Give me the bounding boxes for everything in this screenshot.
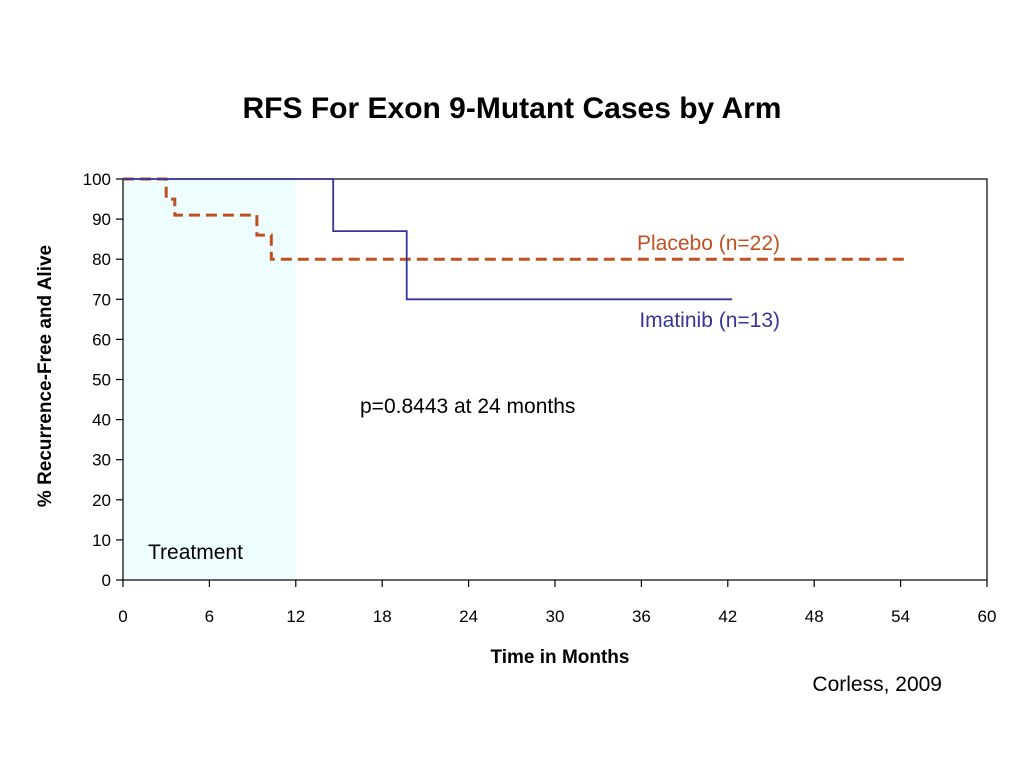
x-tick-label: 0 xyxy=(118,607,127,626)
x-axis-label: Time in Months xyxy=(491,647,630,668)
citation: Corless, 2009 xyxy=(812,673,942,696)
x-tick-label: 30 xyxy=(546,607,565,626)
x-tick-label: 12 xyxy=(286,607,305,626)
x-tick-label: 54 xyxy=(891,607,910,626)
treatment-region xyxy=(123,179,296,580)
x-tick-label: 48 xyxy=(805,607,824,626)
y-tick-label: 40 xyxy=(92,411,111,430)
x-tick-label: 60 xyxy=(978,607,997,626)
series-layer xyxy=(123,177,905,301)
y-axis-label: % Recurrence-Free and Alive xyxy=(35,245,56,507)
x-tick-label: 42 xyxy=(718,607,737,626)
chart-title: RFS For Exon 9-Mutant Cases by Arm xyxy=(243,92,782,125)
axis-ticks: 0 6 12 18 24 30 36 42 48 54 60 0 10 20 30 40 50 60 70 80 90 1… xyxy=(83,170,997,626)
y-tick-label: 100 xyxy=(83,170,111,189)
y-tick-label: 30 xyxy=(92,451,111,470)
treatment-label: Treatment xyxy=(148,541,243,564)
p-value-annotation: p=0.8443 at 24 months xyxy=(360,395,575,418)
y-tick-label: 90 xyxy=(92,210,111,229)
x-tick-label: 36 xyxy=(632,607,651,626)
y-tick-label: 0 xyxy=(102,571,111,590)
y-tick-label: 20 xyxy=(92,491,111,510)
series-label-imatinib: Imatinib (n=13) xyxy=(639,309,780,332)
y-tick-label: 70 xyxy=(92,290,111,309)
series-line-imatinib xyxy=(123,178,733,301)
x-tick-label: 24 xyxy=(459,607,478,626)
x-tick-label: 6 xyxy=(205,607,214,626)
y-tick-label: 50 xyxy=(92,371,111,390)
series-label-placebo: Placebo (n=22) xyxy=(637,232,780,255)
y-tick-label: 60 xyxy=(92,330,111,349)
y-tick-label: 10 xyxy=(92,531,111,550)
x-tick-label: 18 xyxy=(373,607,392,626)
series-line-placebo xyxy=(123,177,905,261)
y-tick-label: 80 xyxy=(92,250,111,269)
